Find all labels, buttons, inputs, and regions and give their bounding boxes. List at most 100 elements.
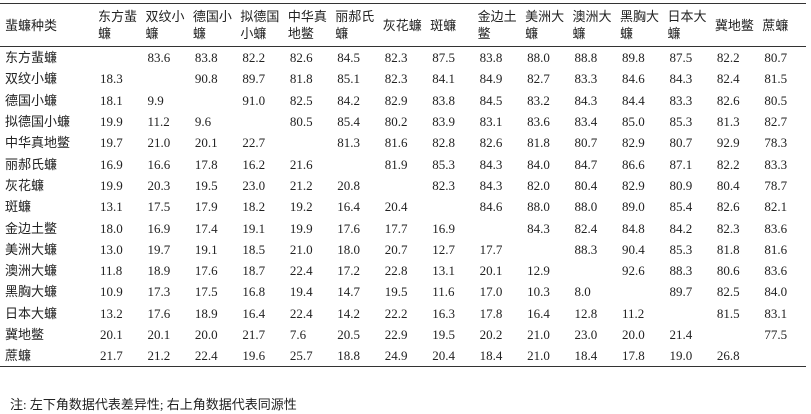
value-cell: 21.0 <box>289 241 313 257</box>
value-cell: 82.3 <box>384 71 408 87</box>
value-cell: 11.2 <box>622 305 645 321</box>
value-cell: 19.1 <box>194 241 218 257</box>
value-cell: 82.9 <box>622 135 645 151</box>
value-cell: 21.0 <box>527 327 550 342</box>
value-cell: 88.0 <box>574 199 598 215</box>
value-cell: 19.9 <box>289 220 313 236</box>
row-header-title: 蜚蠊种类 <box>5 17 58 33</box>
value-cell: 83.8 <box>432 92 455 108</box>
value-cell: 19.2 <box>289 199 313 215</box>
value-cell: 21.6 <box>289 156 313 172</box>
value-cell: 17.0 <box>479 284 503 300</box>
value-cell: 83.6 <box>147 50 171 66</box>
value-cell: 20.8 <box>337 177 361 193</box>
column-header: 双纹小蠊 <box>145 9 185 41</box>
value-cell: 16.6 <box>147 156 171 172</box>
value-cell: 81.6 <box>384 135 408 151</box>
value-cell: 80.7 <box>669 135 693 151</box>
value-cell: 18.0 <box>100 220 123 236</box>
value-cell: 21.4 <box>669 327 693 342</box>
empty-cell <box>236 111 283 132</box>
value-cell: 84.9 <box>479 71 503 87</box>
table-row: 冀地鳖 20.1 20.1 20.0 21.7 7.6 20.5 22.9 19.5 20.2 21… <box>0 324 806 345</box>
value-cell: 18.2 <box>242 199 266 215</box>
value-cell: 19.5 <box>432 327 455 342</box>
value-cell: 21.7 <box>100 348 123 364</box>
empty-cell <box>521 239 568 260</box>
value-cell: 9.9 <box>147 92 164 108</box>
value-cell: 87.5 <box>669 50 693 66</box>
value-cell: 18.0 <box>337 241 361 257</box>
table-row: 双纹小蠊 18.3 90.8 89.7 81.8 85.1 82.3 84.1 84.9 82.7… <box>0 68 806 89</box>
header-row: 蜚蠊种类 东方蜚蠊 双纹小蠊 德国小蠊 拟德国小蠊 中华真地鳖 丽郝氏蠊 灰花蠊 斑蠊 金边土鳖美… <box>0 3 806 47</box>
value-cell: 84.0 <box>764 284 788 300</box>
value-cell: 77.5 <box>764 327 788 342</box>
value-cell: 19.4 <box>289 284 313 300</box>
value-cell: 20.1 <box>479 263 503 279</box>
value-cell: 20.4 <box>384 199 408 215</box>
value-cell: 7.6 <box>289 327 307 342</box>
similarity-table: 蜚蠊种类 东方蜚蠊 双纹小蠊 德国小蠊 拟德国小蠊 中华真地鳖 丽郝氏蠊 灰花蠊 斑蠊 金边土鳖美… <box>0 3 806 367</box>
value-cell: 89.7 <box>669 284 693 300</box>
value-cell: 20.7 <box>384 241 408 257</box>
value-cell: 17.9 <box>194 199 218 215</box>
value-cell: 22.7 <box>242 135 266 151</box>
value-cell: 82.2 <box>716 156 740 172</box>
value-cell: 81.5 <box>716 305 740 321</box>
value-cell: 82.5 <box>716 284 740 300</box>
value-cell: 80.4 <box>574 177 598 193</box>
value-cell: 84.3 <box>669 71 693 87</box>
species-name: 中华真地鳖 <box>5 135 71 151</box>
value-cell: 11.8 <box>100 263 123 279</box>
value-cell: 11.2 <box>147 114 170 130</box>
value-cell: 81.5 <box>764 71 788 87</box>
value-cell: 10.3 <box>527 284 550 300</box>
value-cell: 84.0 <box>527 156 550 172</box>
value-cell: 82.2 <box>716 50 740 66</box>
value-cell: 84.3 <box>479 156 503 172</box>
species-name: 灰花蠊 <box>5 177 45 193</box>
value-cell: 17.5 <box>147 199 171 215</box>
value-cell: 85.4 <box>669 199 693 215</box>
value-cell: 12.9 <box>527 263 550 279</box>
value-cell: 22.2 <box>384 305 408 321</box>
value-cell: 23.0 <box>242 177 266 193</box>
value-cell: 20.0 <box>194 327 218 342</box>
value-cell: 21.7 <box>242 327 266 342</box>
value-cell: 20.5 <box>337 327 361 342</box>
value-cell: 17.4 <box>194 220 218 236</box>
empty-cell <box>758 345 806 367</box>
species-name: 黑胸大蠊 <box>5 284 58 300</box>
table-note: 注: 左下角数据代表差异性; 右上角数据代表同源性 <box>10 397 297 412</box>
value-cell: 82.1 <box>764 199 788 215</box>
value-cell: 22.9 <box>384 327 408 342</box>
value-cell: 80.2 <box>384 114 408 130</box>
value-cell: 17.6 <box>147 305 171 321</box>
empty-cell <box>474 217 521 238</box>
value-cell: 20.3 <box>147 177 171 193</box>
value-cell: 22.4 <box>194 348 218 364</box>
value-cell: 81.9 <box>384 156 408 172</box>
value-cell: 81.3 <box>716 114 740 130</box>
value-cell: 84.5 <box>337 50 361 66</box>
value-cell: 24.9 <box>384 348 408 364</box>
value-cell: 20.0 <box>622 327 645 342</box>
value-cell: 81.3 <box>337 135 361 151</box>
value-cell: 92.9 <box>716 135 740 151</box>
value-cell: 78.3 <box>764 135 788 151</box>
value-cell: 11.6 <box>432 284 455 300</box>
value-cell: 17.8 <box>194 156 218 172</box>
species-name: 拟德国小蠊 <box>5 114 71 130</box>
species-name: 美洲大蠊 <box>5 241 58 257</box>
value-cell: 19.6 <box>242 348 266 364</box>
value-cell: 16.3 <box>432 305 455 321</box>
value-cell: 83.4 <box>574 114 598 130</box>
value-cell: 16.4 <box>337 199 361 215</box>
value-cell: 14.2 <box>337 305 361 321</box>
value-cell: 84.3 <box>527 220 550 236</box>
value-cell: 14.7 <box>337 284 361 300</box>
table-row: 德国小蠊 18.1 9.9 91.0 82.5 84.2 82.9 83.8 84.5 83.2 8… <box>0 90 806 111</box>
value-cell: 83.1 <box>764 305 788 321</box>
